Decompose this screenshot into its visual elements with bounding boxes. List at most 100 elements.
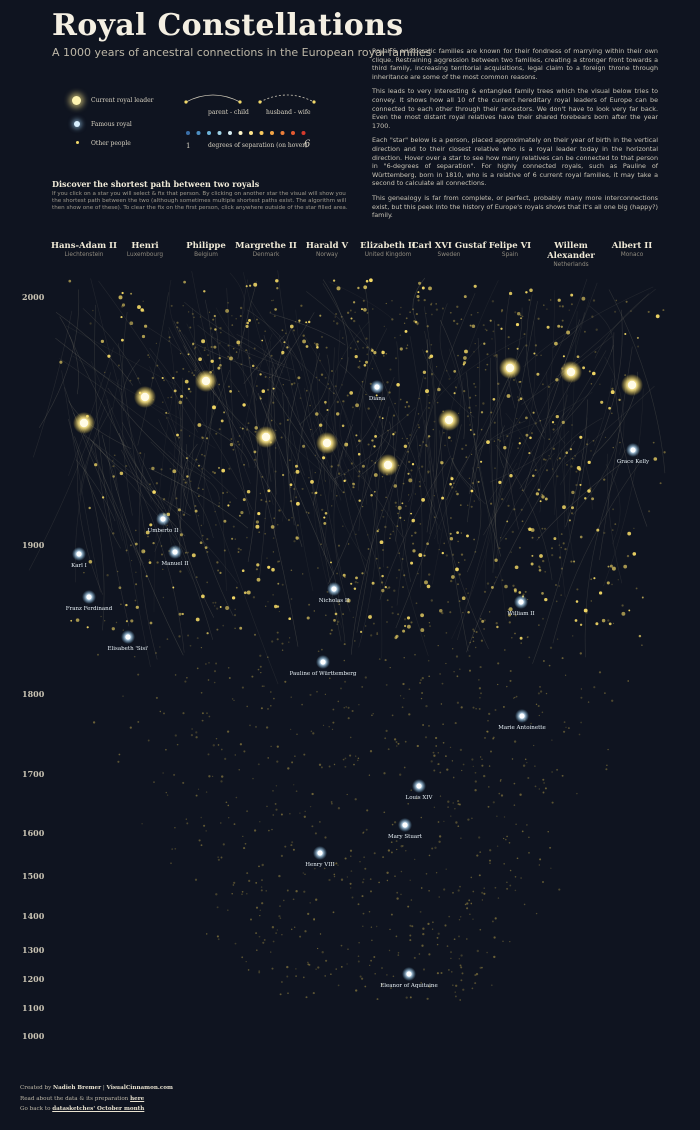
person-star[interactable]: [533, 352, 536, 355]
person-star[interactable]: [430, 343, 433, 346]
person-star[interactable]: [357, 955, 360, 958]
person-star[interactable]: [529, 288, 533, 293]
person-star[interactable]: [174, 734, 177, 737]
person-star[interactable]: [584, 497, 587, 500]
royal-column-belgium[interactable]: Philippe Belgium: [166, 241, 246, 258]
person-star[interactable]: [385, 729, 388, 733]
person-star[interactable]: [340, 944, 343, 947]
person-star[interactable]: [174, 674, 177, 676]
person-star[interactable]: [473, 630, 475, 632]
person-star[interactable]: [403, 624, 407, 628]
person-star[interactable]: [485, 329, 488, 332]
person-star[interactable]: [260, 671, 262, 674]
person-star[interactable]: [219, 327, 222, 330]
person-star[interactable]: [167, 412, 169, 415]
person-star[interactable]: [428, 725, 430, 727]
person-star[interactable]: [550, 867, 552, 869]
person-star[interactable]: [256, 318, 258, 321]
person-star[interactable]: [551, 771, 553, 773]
person-star[interactable]: [201, 594, 205, 599]
person-star[interactable]: [272, 401, 275, 404]
person-star[interactable]: [513, 782, 516, 785]
person-star[interactable]: [372, 622, 375, 625]
person-star[interactable]: [141, 823, 143, 825]
person-star[interactable]: [112, 465, 115, 468]
person-star[interactable]: [330, 465, 333, 468]
person-star[interactable]: [162, 596, 165, 599]
person-star[interactable]: [663, 451, 666, 454]
person-star[interactable]: [608, 406, 611, 410]
person-star[interactable]: [180, 394, 184, 398]
person-star[interactable]: [430, 760, 433, 763]
person-star[interactable]: [172, 586, 175, 589]
person-star[interactable]: [607, 565, 610, 568]
person-star[interactable]: [501, 497, 504, 501]
person-star[interactable]: [558, 544, 561, 546]
person-star[interactable]: [302, 339, 307, 344]
person-star[interactable]: [417, 299, 420, 302]
person-star[interactable]: [470, 902, 473, 905]
person-star[interactable]: [403, 618, 407, 621]
person-star[interactable]: [496, 625, 499, 629]
person-star[interactable]: [283, 899, 285, 902]
person-star[interactable]: [402, 482, 405, 485]
person-star[interactable]: [305, 389, 308, 392]
person-star[interactable]: [155, 652, 157, 654]
person-star[interactable]: [483, 619, 486, 622]
person-star[interactable]: [241, 569, 245, 573]
person-star[interactable]: [450, 440, 452, 442]
person-star[interactable]: [426, 542, 429, 546]
person-star[interactable]: [487, 719, 489, 722]
person-star[interactable]: [212, 405, 216, 410]
person-star[interactable]: [371, 581, 375, 585]
person-star[interactable]: [420, 628, 425, 633]
person-star[interactable]: [374, 462, 377, 464]
person-star[interactable]: [376, 925, 378, 928]
person-star[interactable]: [528, 299, 531, 301]
person-star[interactable]: [412, 308, 414, 311]
person-star[interactable]: [129, 726, 132, 729]
person-star[interactable]: [365, 279, 369, 283]
person-star[interactable]: [611, 699, 614, 702]
person-star[interactable]: [561, 657, 564, 660]
person-star[interactable]: [371, 349, 374, 352]
person-star[interactable]: [194, 348, 196, 350]
person-star[interactable]: [505, 537, 507, 540]
person-star[interactable]: [537, 692, 540, 695]
person-star[interactable]: [251, 675, 254, 678]
person-star[interactable]: [607, 748, 609, 751]
person-star[interactable]: [316, 346, 319, 349]
person-star[interactable]: [520, 642, 522, 644]
person-star[interactable]: [352, 486, 355, 489]
person-star[interactable]: [281, 350, 285, 355]
person-star[interactable]: [253, 458, 256, 461]
person-star[interactable]: [606, 581, 610, 585]
person-star[interactable]: [426, 584, 431, 589]
person-star[interactable]: [590, 578, 593, 581]
person-star[interactable]: [462, 763, 465, 766]
person-star[interactable]: [446, 945, 449, 947]
person-star[interactable]: [272, 299, 275, 301]
person-star[interactable]: [281, 649, 284, 651]
person-star[interactable]: [281, 473, 285, 477]
person-star[interactable]: [517, 399, 521, 402]
person-star[interactable]: [488, 859, 492, 862]
person-star[interactable]: [162, 772, 164, 774]
person-star[interactable]: [516, 347, 519, 350]
person-star[interactable]: [255, 932, 258, 935]
person-star[interactable]: [501, 310, 503, 313]
person-star[interactable]: [436, 936, 439, 939]
person-star[interactable]: [296, 524, 299, 527]
person-star[interactable]: [647, 310, 650, 313]
person-star[interactable]: [227, 816, 230, 819]
person-star[interactable]: [227, 804, 230, 807]
person-star[interactable]: [365, 625, 367, 627]
person-star[interactable]: [469, 428, 472, 432]
person-star[interactable]: [503, 649, 506, 651]
person-star[interactable]: [497, 382, 500, 385]
person-star[interactable]: [371, 439, 374, 442]
person-star[interactable]: [205, 791, 208, 793]
famous-royal-1[interactable]: Grace Kelly: [617, 443, 650, 465]
person-star[interactable]: [197, 515, 199, 517]
person-star[interactable]: [350, 887, 352, 889]
